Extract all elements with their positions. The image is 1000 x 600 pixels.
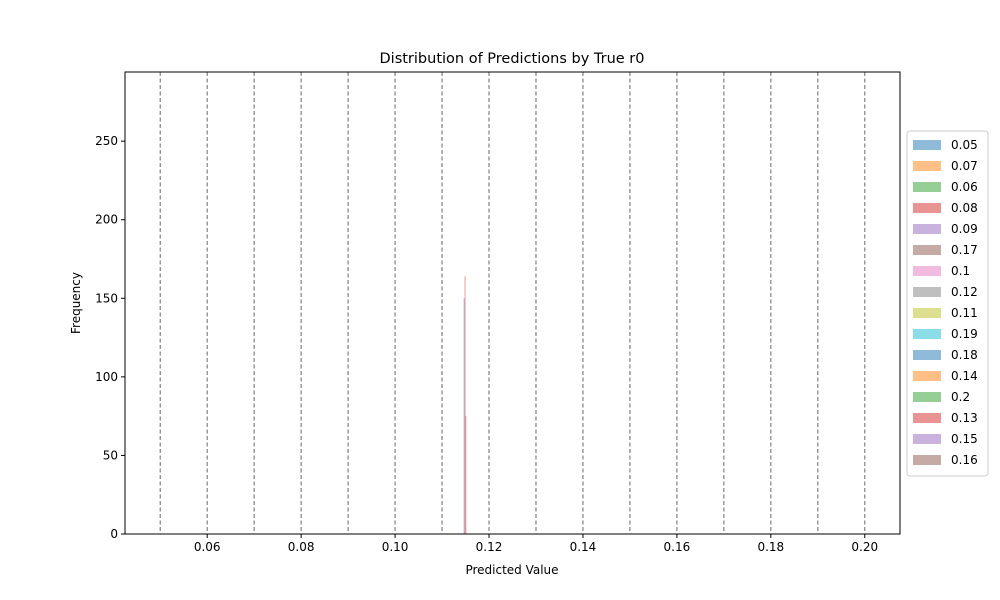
legend-label: 0.19 [951,327,978,341]
legend-label: 0.18 [951,348,978,362]
legend-label: 0.17 [951,243,978,257]
legend-label: 0.05 [951,138,978,152]
x-tick-label: 0.10 [382,540,409,554]
legend-label: 0.13 [951,411,978,425]
legend-label: 0.2 [951,390,970,404]
y-tick-label: 250 [95,134,118,148]
legend-swatch [913,245,941,255]
y-tick-label: 200 [95,213,118,227]
legend-swatch [913,329,941,339]
chart-title: Distribution of Predictions by True r0 [380,51,645,67]
histogram-bar [465,416,467,534]
histogram-bar [463,298,465,534]
x-axis-label: Predicted Value [465,563,558,577]
plot-frame [124,71,901,535]
legend-swatch [913,434,941,444]
legend-swatch [913,140,941,150]
legend-label: 0.12 [951,285,978,299]
x-tick-label: 0.12 [476,540,503,554]
legend-label: 0.09 [951,222,978,236]
x-axis-ticks: 0.06 0.08 0.10 0.12 0.14 0.16 0.18 0.20 [194,534,878,554]
y-axis-ticks: 0 50 100 150 200 250 [95,134,125,541]
histogram-bars [463,276,467,534]
legend-label: 0.16 [951,453,978,467]
legend-label: 0.11 [951,306,978,320]
legend-swatch [913,203,941,213]
legend-swatch [913,413,941,423]
legend-label: 0.08 [951,201,978,215]
y-axis-label: Frequency [69,272,83,334]
x-tick-label: 0.16 [664,540,691,554]
legend-swatch [913,287,941,297]
legend-swatch [913,224,941,234]
legend-label: 0.15 [951,432,978,446]
y-tick-label: 0 [110,527,118,541]
y-tick-label: 50 [103,448,118,462]
x-tick-label: 0.20 [851,540,878,554]
legend-label: 0.14 [951,369,978,383]
legend-label: 0.06 [951,180,978,194]
legend-frame [906,130,989,477]
x-tick-label: 0.14 [570,540,597,554]
y-tick-label: 100 [95,370,118,384]
legend-swatch [913,266,941,276]
y-tick-label: 150 [95,291,118,305]
legend-label: 0.1 [951,264,970,278]
x-tick-label: 0.06 [194,540,221,554]
legend-swatch [913,392,941,402]
legend: 0.05 0.07 0.06 0.08 0.09 0.17 0.1 0.12 0.11 0.19 0… [906,130,989,477]
legend-swatch [913,182,941,192]
legend-swatch [913,455,941,465]
legend-swatch [913,371,941,381]
reference-lines [159,72,866,534]
x-tick-label: 0.08 [288,540,315,554]
legend-swatch [913,308,941,318]
x-tick-label: 0.18 [757,540,784,554]
histogram-bar [464,276,466,534]
legend-label: 0.07 [951,159,978,173]
legend-swatch [913,350,941,360]
legend-swatch [913,161,941,171]
